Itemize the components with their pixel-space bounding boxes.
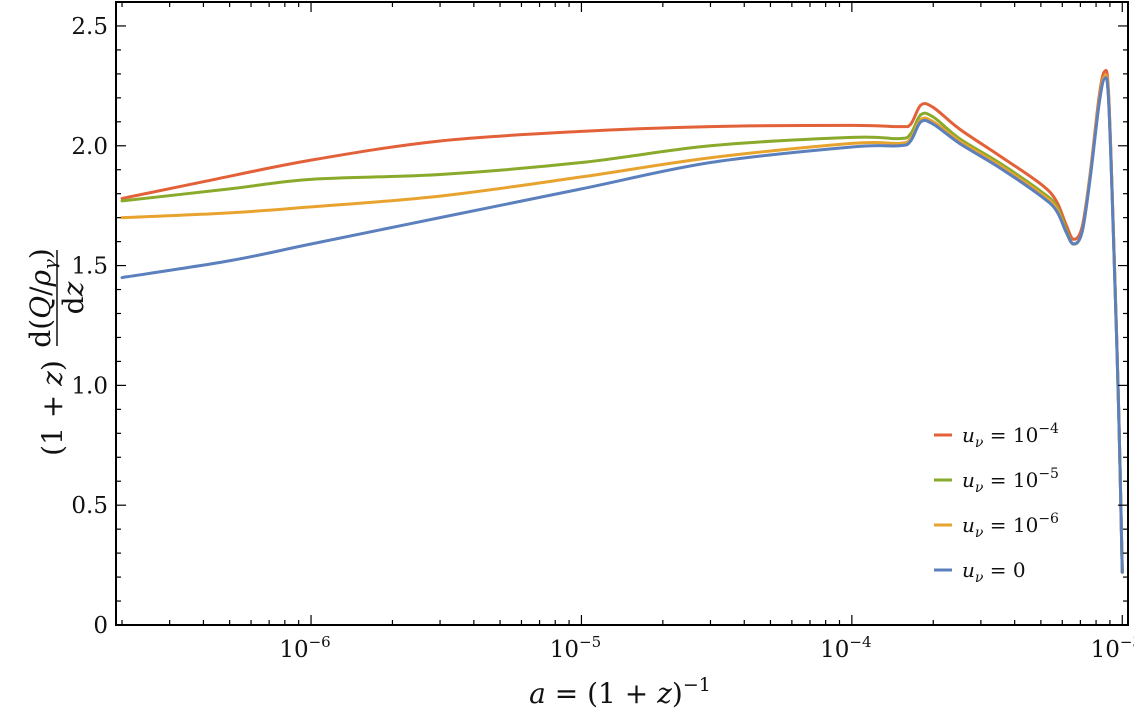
svg-text:(1 + z): (1 + z) bbox=[36, 360, 69, 456]
y-tick-label: 0.5 bbox=[71, 493, 108, 519]
x-axis-title: a = (1 + z)−1 bbox=[529, 674, 711, 710]
legend-label: uν = 10−6 bbox=[962, 511, 1059, 541]
series-layer bbox=[120, 68, 1124, 574]
y-tick-label: 0 bbox=[93, 613, 108, 639]
x-tick-label: 10−3 bbox=[1091, 633, 1134, 663]
y-tick-label: 2.5 bbox=[71, 14, 108, 40]
y-tick-label: 1.0 bbox=[71, 373, 108, 399]
ticks-layer: 0 0.5 1.0 1.5 2.0 2.5 10−6 10−5 10−4 10−3 bbox=[71, 2, 1134, 663]
x-tick-label: 10−5 bbox=[550, 633, 601, 663]
y-axis-title: (1 + z) d(Q/ργ) dz bbox=[24, 248, 90, 456]
x-tick-label: 10−6 bbox=[279, 633, 330, 663]
legend-label: uν = 10−4 bbox=[962, 421, 1059, 451]
svg-text:d(Q/ργ): d(Q/ργ) bbox=[24, 248, 61, 347]
y-tick-label: 2.0 bbox=[71, 134, 108, 160]
svg-text:dz: dz bbox=[57, 281, 90, 314]
legend-label: uν = 0 bbox=[962, 558, 1026, 586]
legend-label: uν = 10−5 bbox=[962, 466, 1059, 496]
legend: uν = 10−4 uν = 10−5 uν = 10−6 uν = 0 bbox=[934, 421, 1059, 586]
x-tick-label: 10−4 bbox=[820, 633, 871, 663]
y-tick-label: 1.5 bbox=[71, 254, 108, 280]
series-line-3 bbox=[120, 76, 1124, 574]
